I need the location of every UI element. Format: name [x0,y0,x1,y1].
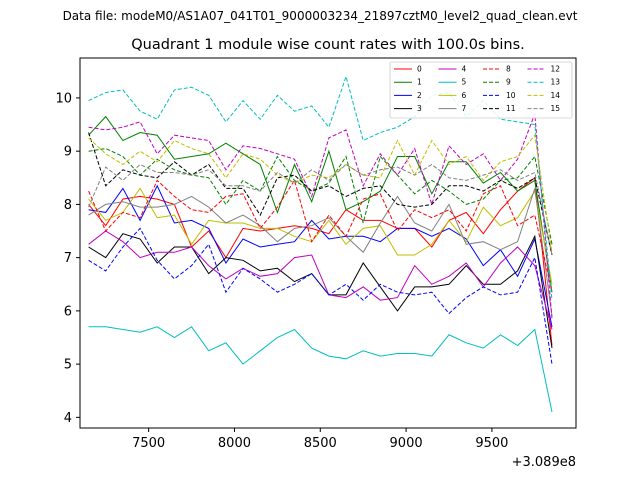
legend-label-2: 2 [417,91,422,100]
legend-label-4: 4 [462,65,467,74]
x-tick-label: 9000 [390,436,423,451]
legend-label-8: 8 [506,65,511,74]
series-line-12 [88,113,553,319]
legend-label-3: 3 [417,104,422,113]
series-line-10 [88,227,553,365]
legend-label-12: 12 [551,65,561,74]
series-line-15 [88,163,553,256]
series-line-14 [88,133,553,253]
series-line-2 [88,184,553,327]
legend-label-11: 11 [506,104,516,113]
legend-label-13: 13 [551,78,561,87]
y-tick-label: 8 [64,198,72,213]
legend-label-9: 9 [506,78,511,87]
y-tick-label: 7 [64,251,72,266]
legend-label-7: 7 [462,104,467,113]
x-tick-label: 7500 [132,436,165,451]
x-tick-label: 9500 [475,436,508,451]
legend-label-6: 6 [462,91,467,100]
legend-frame [389,61,573,119]
legend-label-5: 5 [462,78,467,87]
series-line-8 [88,179,553,293]
legend-label-14: 14 [551,91,561,100]
x-tick-label: 8000 [218,436,251,451]
series-line-5 [88,326,553,413]
series-line-6 [88,187,553,285]
legend-label-15: 15 [551,104,561,113]
axes-frame [79,57,577,429]
file-suptitle: Data file: modeM0/AS1A07_041T01_90000032… [63,9,578,23]
y-tick-label: 10 [55,91,72,106]
x-axis: 7500 8000 8500 9000 9500 [132,428,508,451]
y-tick-label: 9 [64,145,72,160]
series-line-11 [88,132,553,256]
y-axis: 4 5 6 7 8 9 10 [55,91,80,426]
x-offset-label: +3.089e8 [512,455,576,470]
y-tick-label: 6 [64,304,72,319]
legend-label-10: 10 [506,91,516,100]
y-tick-label: 4 [64,411,72,426]
legend-label-0: 0 [417,65,422,74]
series-line-7 [88,188,553,317]
series-line-4 [88,230,553,330]
x-tick-label: 8500 [304,436,337,451]
chart-title: Quadrant 1 module wise count rates with … [131,37,525,53]
series-line-9 [88,147,553,245]
y-tick-label: 5 [64,358,72,373]
legend-label-1: 1 [417,78,422,87]
